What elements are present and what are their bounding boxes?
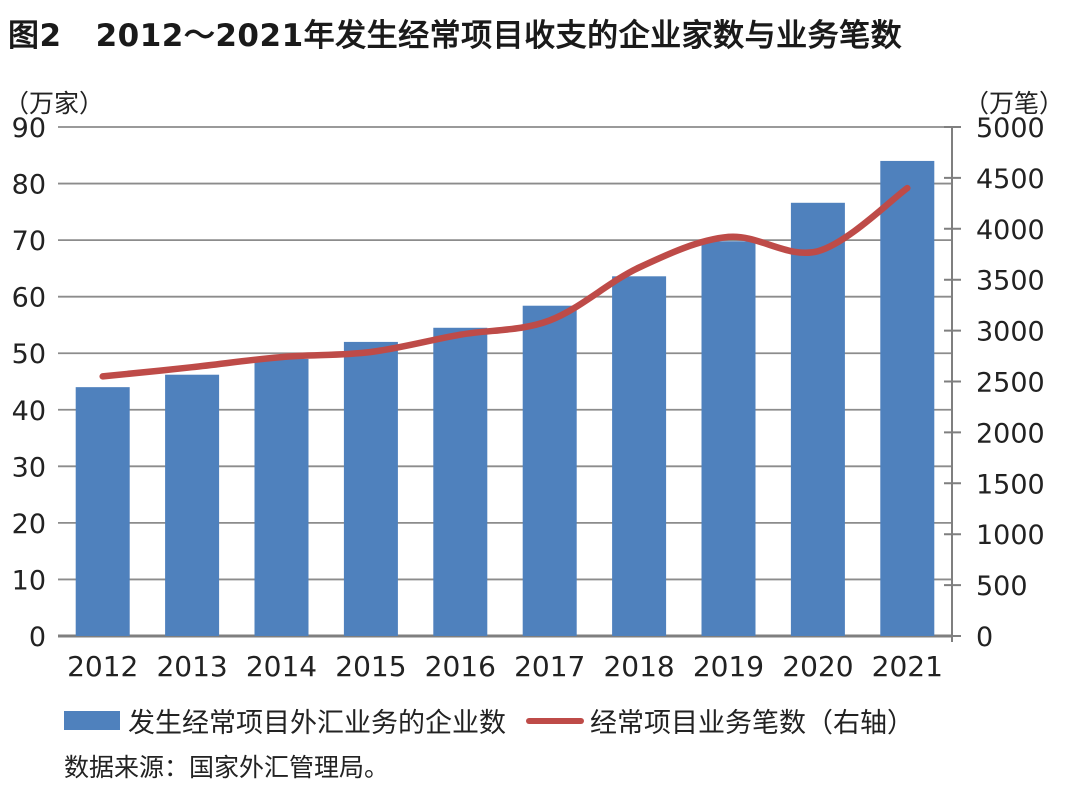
bar-2019 [701, 241, 756, 636]
left-axis-tick-label: 0 [29, 622, 46, 653]
right-axis-tick-label: 1000 [976, 520, 1045, 551]
bar-2018 [612, 276, 667, 636]
left-axis-tick-label: 30 [12, 452, 46, 483]
right-axis-unit: （万笔） [964, 89, 1065, 118]
legend-bar-label: 发生经常项目外汇业务的企业数 [128, 708, 506, 739]
x-axis-label: 2019 [693, 650, 764, 683]
right-axis-tick-label: 2500 [976, 368, 1045, 399]
x-axis-label: 2018 [603, 650, 674, 683]
chart-legend: 发生经常项目外汇业务的企业数 经常项目业务笔数（右轴） [64, 701, 914, 740]
data-source-note: 数据来源：国家外汇管理局。 [64, 753, 390, 782]
bar-2014 [254, 358, 309, 636]
x-axis-label: 2017 [514, 650, 585, 683]
x-axis-label: 2014 [246, 650, 317, 683]
left-axis-tick-label: 60 [12, 283, 46, 314]
x-axis-label: 2012 [67, 650, 138, 683]
figure-number: 图2 [8, 18, 62, 54]
legend-bar-swatch [64, 711, 120, 730]
bar-2013 [165, 374, 220, 636]
right-axis-tick-label: 3000 [976, 317, 1045, 348]
left-axis-tick-label: 90 [12, 113, 46, 144]
left-axis-tick-label: 40 [12, 396, 46, 427]
bar-2017 [522, 305, 577, 636]
x-axis-label: 2016 [425, 650, 496, 683]
x-axis-label: 2020 [782, 650, 853, 683]
left-axis-tick-label: 70 [12, 226, 46, 257]
legend-line-swatch [526, 717, 584, 724]
bar-2015 [343, 341, 398, 636]
legend-line-label: 经常项目业务笔数（右轴） [590, 708, 914, 739]
right-axis-tick-label: 0 [976, 622, 993, 653]
right-axis-tick-label: 500 [976, 571, 1028, 602]
right-axis-tick-label: 4000 [976, 215, 1045, 246]
left-axis-tick-label: 80 [12, 170, 46, 201]
title-text: 2012～2021年发生经常项目收支的企业家数与业务笔数 [95, 18, 903, 54]
right-axis-tick-label: 5000 [976, 113, 1045, 144]
bar-2021 [880, 160, 935, 636]
bar-2016 [433, 327, 488, 636]
line-series [99, 184, 911, 380]
left-axis-tick-label: 50 [12, 339, 46, 370]
bar-2012 [75, 387, 130, 636]
x-axis-label: 2013 [156, 650, 227, 683]
right-axis-tick-label: 1500 [976, 469, 1045, 500]
left-axis-tick-label: 10 [12, 565, 46, 596]
right-axis-tick-label: 4500 [976, 164, 1045, 195]
right-axis-tick-label: 2000 [976, 418, 1045, 449]
left-axis-unit: （万家） [4, 89, 105, 118]
bar-2020 [790, 202, 845, 637]
x-axis-label: 2021 [872, 650, 943, 683]
left-axis-tick-label: 20 [12, 509, 46, 540]
right-axis-tick-label: 3500 [976, 266, 1045, 297]
x-axis-label: 2015 [335, 650, 406, 683]
chart-title: 图2 2012～2021年发生经常项目收支的企业家数与业务笔数 [8, 10, 902, 55]
